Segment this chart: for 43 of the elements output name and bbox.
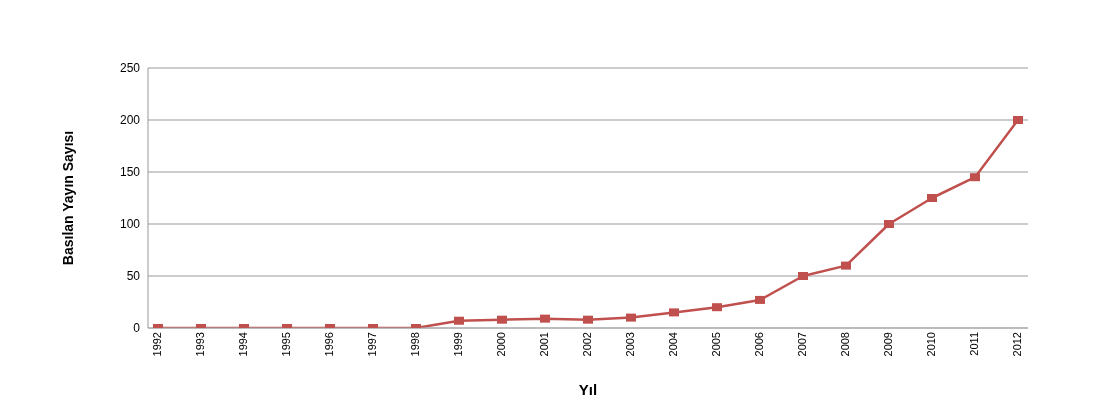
point — [540, 314, 550, 323]
x-tick-label: 2005 — [709, 332, 722, 357]
point — [798, 272, 808, 280]
point — [884, 220, 894, 228]
point — [841, 261, 851, 270]
y-tick-label: 150 — [119, 165, 141, 180]
x-tick-label: 2012 — [1010, 332, 1023, 357]
y-tick-label: 0 — [133, 321, 141, 336]
x-tick-label: 2003 — [623, 332, 636, 357]
point — [497, 315, 507, 324]
x-tick-label: 2008 — [838, 332, 851, 357]
x-tick-label: 1999 — [451, 332, 464, 357]
x-tick-label: 1994 — [236, 332, 249, 357]
x-tick-label: 1997 — [365, 332, 378, 357]
y-tick-label: 200 — [119, 113, 141, 128]
x-tick-label: 2002 — [580, 332, 593, 357]
x-tick-label: 2000 — [494, 332, 507, 357]
x-tick-label: 1992 — [150, 332, 163, 357]
y-tick-label: 100 — [119, 217, 141, 232]
x-tick-label: 1998 — [408, 332, 421, 357]
point — [626, 313, 636, 322]
point — [755, 295, 765, 304]
x-tick-label: 2011 — [967, 332, 980, 356]
x-tick-label: 1996 — [322, 332, 335, 357]
x-tick-label: 2004 — [666, 332, 679, 357]
x-tick-label: 2010 — [924, 332, 937, 357]
point — [454, 316, 464, 325]
point — [927, 194, 937, 202]
point — [712, 303, 722, 312]
point — [583, 315, 593, 324]
y-axis-title: Basılan Yayın Sayısı — [59, 130, 76, 266]
x-tick-label: 2001 — [537, 332, 550, 357]
x-tick-label: 2009 — [881, 332, 894, 357]
x-tick-label: 1993 — [193, 332, 206, 357]
x-tick-label: 1995 — [279, 332, 292, 357]
y-tick-label: 50 — [126, 269, 141, 284]
point — [669, 308, 679, 317]
point — [970, 173, 980, 182]
x-axis-title: Yıl — [578, 381, 598, 398]
x-tick-label: 2006 — [752, 332, 765, 357]
y-tick-label: 250 — [119, 61, 141, 76]
point — [1013, 116, 1023, 124]
x-tick-label: 2007 — [795, 332, 808, 357]
